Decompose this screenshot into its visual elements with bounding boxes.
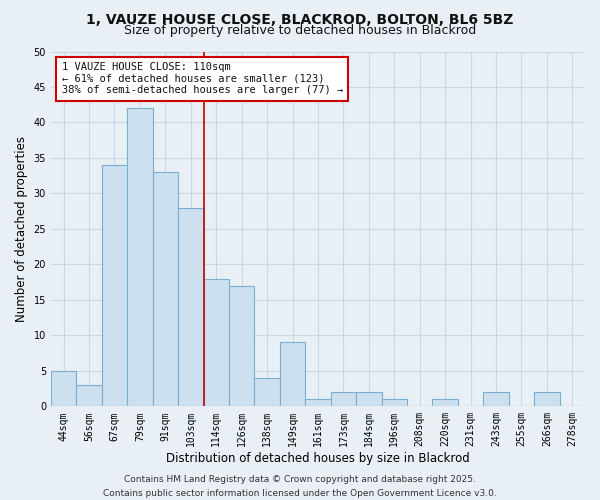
Bar [280, 342, 305, 406]
Bar [102, 165, 127, 406]
Text: Size of property relative to detached houses in Blackrod: Size of property relative to detached ho… [124, 24, 476, 37]
Bar [229, 286, 254, 406]
Bar [331, 392, 356, 406]
Bar [382, 399, 407, 406]
Bar [203, 278, 229, 406]
Text: 1, VAUZE HOUSE CLOSE, BLACKROD, BOLTON, BL6 5BZ: 1, VAUZE HOUSE CLOSE, BLACKROD, BOLTON, … [86, 12, 514, 26]
Bar [178, 208, 203, 406]
Bar [534, 392, 560, 406]
Bar [254, 378, 280, 406]
Bar [127, 108, 152, 406]
X-axis label: Distribution of detached houses by size in Blackrod: Distribution of detached houses by size … [166, 452, 470, 465]
Text: Contains HM Land Registry data © Crown copyright and database right 2025.
Contai: Contains HM Land Registry data © Crown c… [103, 476, 497, 498]
Bar [152, 172, 178, 406]
Text: 1 VAUZE HOUSE CLOSE: 110sqm
← 61% of detached houses are smaller (123)
38% of se: 1 VAUZE HOUSE CLOSE: 110sqm ← 61% of det… [62, 62, 343, 96]
Y-axis label: Number of detached properties: Number of detached properties [15, 136, 28, 322]
Bar [305, 399, 331, 406]
Bar [356, 392, 382, 406]
Bar [51, 371, 76, 406]
Bar [433, 399, 458, 406]
Bar [76, 385, 102, 406]
Bar [483, 392, 509, 406]
